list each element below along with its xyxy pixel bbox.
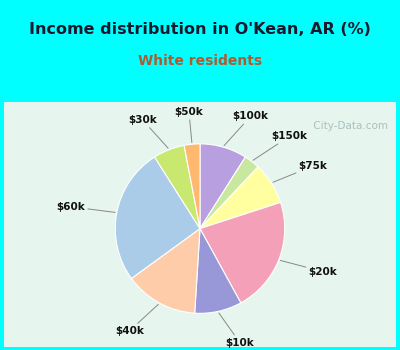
Text: $30k: $30k (128, 115, 168, 148)
Text: $75k: $75k (273, 161, 328, 182)
Wedge shape (184, 144, 200, 229)
Wedge shape (200, 157, 258, 229)
Text: White residents: White residents (138, 54, 262, 68)
Text: $10k: $10k (219, 313, 254, 348)
Wedge shape (200, 202, 285, 303)
Wedge shape (200, 144, 246, 229)
Wedge shape (132, 229, 200, 313)
Wedge shape (200, 167, 280, 229)
Text: $20k: $20k (280, 260, 338, 276)
Text: $40k: $40k (115, 304, 158, 336)
Text: $50k: $50k (175, 107, 203, 142)
Text: $150k: $150k (253, 131, 308, 160)
Wedge shape (154, 145, 200, 229)
Text: Income distribution in O'Kean, AR (%): Income distribution in O'Kean, AR (%) (29, 22, 371, 37)
Text: $100k: $100k (224, 111, 269, 146)
Text: City-Data.com: City-Data.com (310, 121, 388, 131)
Wedge shape (115, 157, 200, 278)
Text: $60k: $60k (56, 202, 115, 212)
Wedge shape (195, 229, 241, 313)
